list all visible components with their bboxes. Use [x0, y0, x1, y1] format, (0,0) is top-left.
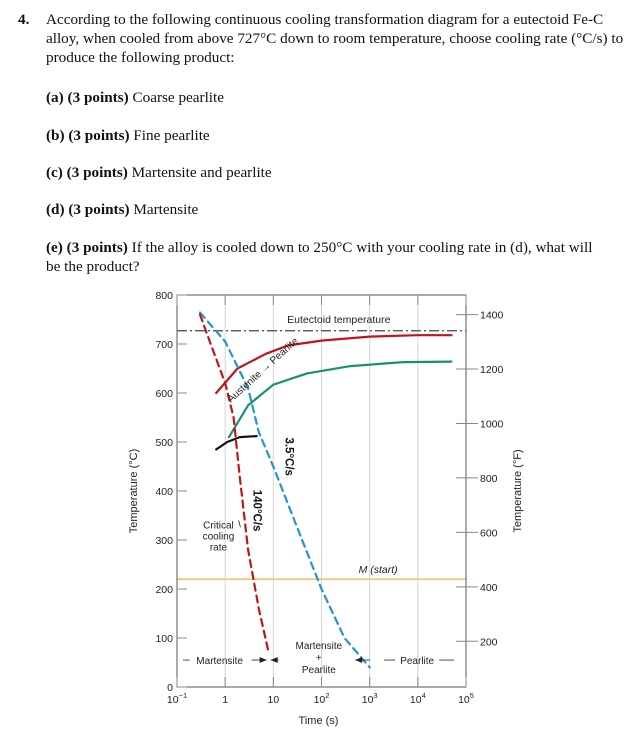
martensite-region-label: Martensite — [196, 656, 243, 667]
part-e: (e) (3 points) If the alloy is cooled do… — [46, 238, 606, 276]
arrow-head — [270, 657, 278, 664]
part-d-label: (d) (3 points) — [46, 201, 130, 218]
x-tick-label: 105 — [458, 691, 474, 706]
rate-35-label: 3.5°C/s — [283, 437, 295, 475]
eutectoid-label: Eutectoid temperature — [287, 314, 390, 326]
pearlite-region-label: Pearlite — [400, 656, 434, 667]
cooling-curve-critical — [198, 313, 270, 654]
part-a-text: Coarse pearlite — [128, 89, 224, 106]
critical-rate-label: rate — [210, 543, 228, 554]
transformation-end-curve — [215, 435, 258, 451]
y2-tick-label: 1000 — [480, 418, 504, 430]
chart-curves — [198, 311, 453, 669]
y2-tick-label: 800 — [480, 473, 498, 485]
x-axis-title: Time (s) — [299, 715, 339, 727]
critical-rate-label: cooling — [203, 532, 235, 543]
part-d-text: Martensite — [129, 201, 199, 218]
arrow-head — [259, 657, 267, 664]
y2-tick-label: 1200 — [480, 364, 504, 376]
mix-region-label: + — [316, 653, 322, 664]
y2-tick-label: 1400 — [480, 310, 504, 322]
y-tick-label: 100 — [155, 633, 173, 645]
x-tick-label: 1 — [222, 694, 228, 706]
pearlite-start-curve — [227, 360, 453, 439]
m-start-label: M (start) — [359, 564, 398, 576]
question-stem: According to the following continuous co… — [46, 11, 624, 66]
part-a: (a) (3 points) Coarse pearlite — [46, 89, 224, 107]
question: 4. According to the following continuous… — [18, 10, 628, 67]
y-tick-label: 300 — [155, 535, 173, 547]
y2-tick-label: 200 — [480, 636, 498, 648]
y-axis-title: Temperature (°C) — [128, 449, 140, 533]
part-a-label: (a) (3 points) — [46, 89, 129, 106]
arrow-head — [355, 657, 363, 664]
chart-ticks — [176, 294, 478, 688]
question-number: 4. — [18, 11, 30, 28]
y2-tick-label: 600 — [480, 527, 498, 539]
y-tick-label: 800 — [155, 290, 173, 302]
part-b-text: Fine pearlite — [129, 127, 210, 144]
x-tick-label: 102 — [314, 691, 330, 706]
chart-gridlines — [224, 295, 419, 687]
x-tick-label: 10−1 — [167, 691, 187, 706]
y-tick-label: 0 — [167, 682, 173, 694]
y-tick-label: 700 — [155, 339, 173, 351]
rate-140-label: 140°C/s — [251, 490, 263, 532]
mix-region-label: Martensite — [295, 641, 342, 652]
critical-rate-label: Critical — [203, 521, 234, 532]
x-tick-label: 103 — [362, 691, 378, 706]
y2-tick-label: 400 — [480, 582, 498, 594]
pearlite-finish-curve — [215, 334, 453, 395]
part-b: (b) (3 points) Fine pearlite — [46, 127, 210, 145]
y-tick-label: 400 — [155, 486, 173, 498]
chart-labels: 0 100 200 300 400 500 600 700 800 200 400 600 800 100… — [128, 290, 524, 727]
part-d: (d) (3 points) Martensite — [46, 201, 198, 219]
y-tick-label: 600 — [155, 388, 173, 400]
y2-axis-title: Temperature (°F) — [512, 449, 524, 532]
chart-reference-lines — [177, 330, 466, 581]
mix-region-label: Pearlite — [302, 665, 336, 676]
cooling-curve-3-5 — [198, 311, 371, 669]
critical-rate-pointer — [238, 520, 241, 528]
part-c-label: (c) (3 points) — [46, 164, 128, 181]
part-e-label: (e) (3 points) — [46, 239, 128, 256]
x-tick-label: 10 — [267, 694, 279, 706]
part-b-label: (b) (3 points) — [46, 127, 130, 144]
x-tick-label: 104 — [410, 691, 426, 706]
part-e-text: If the alloy is cooled down to 250°C wit… — [46, 239, 593, 275]
y-tick-label: 200 — [155, 584, 173, 596]
part-c: (c) (3 points) Martensite and pearlite — [46, 164, 272, 182]
y-tick-label: 500 — [155, 437, 173, 449]
part-c-text: Martensite and pearlite — [127, 164, 272, 181]
